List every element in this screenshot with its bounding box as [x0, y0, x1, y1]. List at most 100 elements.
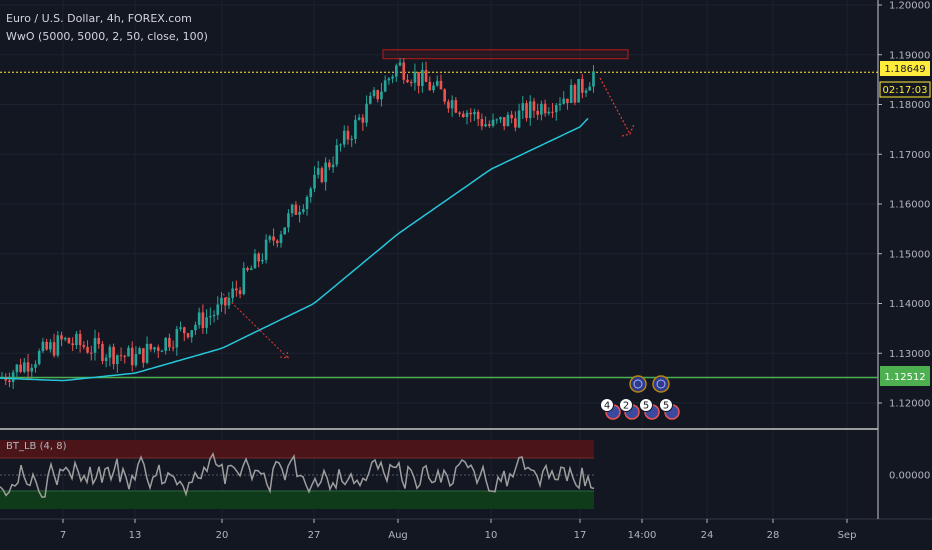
candle — [573, 83, 577, 106]
candle — [253, 249, 257, 269]
candle — [246, 266, 249, 272]
candle — [279, 230, 283, 248]
candle — [287, 209, 290, 233]
oscillator-tick-label: 0.00000 — [889, 471, 930, 482]
candle — [231, 281, 234, 303]
resistance-zone[interactable] — [382, 49, 629, 60]
candle — [242, 262, 246, 296]
candle — [461, 110, 465, 118]
candle — [220, 292, 223, 312]
event-marker[interactable]: 4 — [600, 398, 621, 420]
candle — [313, 166, 316, 193]
candle — [588, 82, 592, 91]
candle — [123, 354, 127, 364]
candle — [104, 354, 108, 368]
candle — [26, 353, 30, 381]
event-count: 5 — [643, 401, 649, 412]
current-price-value: 1.18649 — [884, 64, 925, 75]
candle — [391, 74, 394, 84]
event-marker[interactable]: 2 — [619, 398, 640, 420]
event-markers[interactable]: 4 2 5 5 — [600, 375, 680, 420]
candle — [89, 345, 93, 361]
candle — [577, 78, 580, 103]
candle — [86, 340, 89, 354]
candle — [8, 372, 11, 388]
event-flag-icon[interactable] — [629, 375, 647, 393]
candle — [435, 75, 439, 87]
event-marker[interactable]: 5 — [639, 398, 660, 420]
candle — [324, 157, 327, 191]
candle — [357, 114, 361, 121]
candle — [101, 341, 104, 365]
candle — [197, 307, 201, 329]
candle — [328, 159, 331, 171]
candle — [290, 203, 294, 217]
candle — [502, 117, 506, 131]
candle — [138, 346, 141, 355]
candle — [179, 321, 182, 332]
candle — [424, 61, 428, 83]
candle — [23, 358, 26, 374]
price-tick-label: 1.17000 — [889, 150, 930, 161]
candle — [127, 345, 130, 357]
candle — [339, 143, 342, 152]
candle — [93, 329, 97, 361]
candle — [134, 346, 138, 368]
candle — [60, 331, 63, 347]
candle — [476, 109, 480, 127]
candle — [249, 265, 253, 271]
price-tick-label: 1.20000 — [889, 1, 930, 12]
candle — [480, 113, 484, 131]
indicator-title[interactable]: WwO (5000, 5000, 2, 50, close, 100) — [6, 30, 208, 43]
candle — [275, 239, 279, 248]
candle — [52, 333, 56, 358]
candle — [268, 234, 272, 243]
candle — [186, 332, 190, 339]
candle — [566, 98, 569, 110]
candle — [316, 160, 320, 179]
candle — [194, 321, 197, 336]
time-tick-label: 14:00 — [628, 530, 657, 541]
candle — [261, 253, 264, 265]
candle — [361, 114, 365, 131]
candle — [331, 156, 335, 173]
candle — [168, 333, 171, 352]
candle — [75, 330, 78, 350]
grid — [0, 0, 878, 519]
candle — [473, 108, 476, 121]
candle — [581, 73, 584, 99]
event-marker[interactable]: 5 — [659, 398, 680, 420]
oscillator-line — [0, 452, 595, 499]
candle — [216, 296, 220, 320]
time-tick-label: Aug — [388, 530, 408, 541]
candle — [156, 344, 160, 359]
projection-arrow-late — [599, 77, 635, 137]
time-tick-label: 17 — [574, 530, 587, 541]
candle — [78, 329, 82, 353]
candle — [164, 337, 167, 355]
event-flag-icon[interactable] — [652, 375, 670, 393]
candle — [514, 111, 517, 132]
candle — [383, 75, 387, 93]
symbol-title[interactable]: Euro / U.S. Dollar, 4h, FOREX.com — [6, 12, 192, 25]
price-axis[interactable]: 1.20000 1.19000 1.18000 1.17000 1.16000 1.150… — [878, 1, 930, 410]
candle — [469, 108, 473, 123]
candle — [160, 349, 164, 352]
time-axis[interactable]: 7 13 20 27 Aug 10 17 14:00 24 28 Sep — [60, 519, 857, 541]
candle — [34, 360, 37, 373]
candle — [380, 82, 383, 107]
candle — [309, 186, 313, 203]
candle — [302, 204, 305, 215]
candle — [547, 107, 551, 116]
candle — [272, 228, 275, 246]
oscillator-title[interactable]: BT_LB (4, 8) — [6, 441, 67, 452]
event-count: 4 — [604, 401, 610, 412]
candle — [30, 363, 34, 381]
candle — [484, 116, 487, 128]
candle — [264, 234, 268, 264]
candle — [409, 79, 413, 87]
candle — [19, 358, 22, 374]
candle — [398, 58, 402, 67]
candle — [119, 347, 123, 362]
